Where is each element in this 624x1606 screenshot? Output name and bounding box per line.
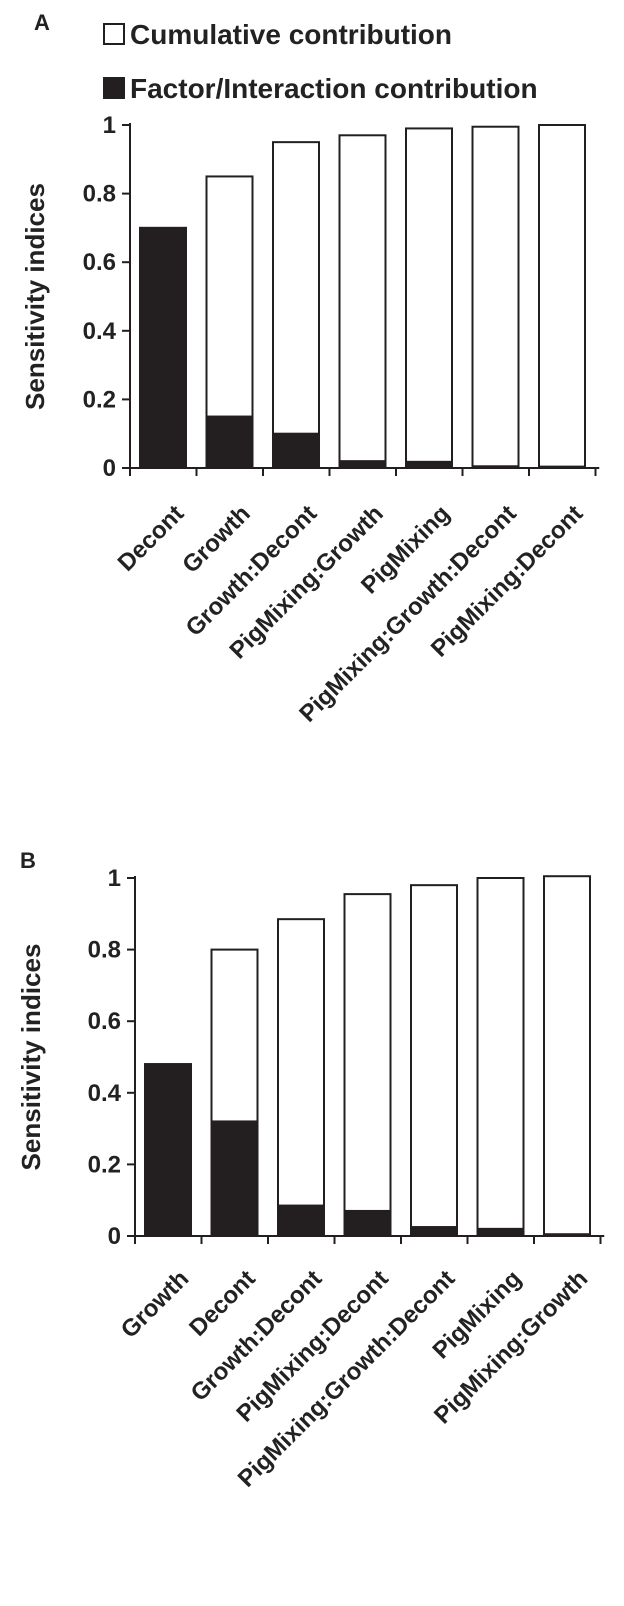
bar-factor bbox=[205, 415, 254, 469]
bar-factor bbox=[543, 1233, 591, 1237]
bar-cumulative bbox=[410, 884, 458, 1237]
panel-label-b: B bbox=[20, 848, 36, 873]
y-tick-label: 0.6 bbox=[88, 1008, 121, 1035]
bar-factor bbox=[343, 1209, 392, 1237]
y-axis-title: Sensitivity indices bbox=[16, 944, 46, 1171]
bar-cumulative bbox=[277, 918, 325, 1237]
bar-factor bbox=[139, 226, 187, 469]
bar-factor bbox=[476, 1227, 525, 1237]
bar-cumulative bbox=[476, 877, 525, 1237]
bar-factor bbox=[405, 460, 453, 469]
y-tick-label: 1 bbox=[103, 112, 116, 139]
bar-factor bbox=[471, 465, 520, 470]
bar-factor bbox=[277, 1204, 325, 1237]
bar-cumulative bbox=[338, 134, 387, 469]
y-tick-label: 0.4 bbox=[83, 318, 117, 345]
legend-swatch-factor bbox=[103, 77, 125, 99]
bar-factor bbox=[144, 1063, 192, 1238]
legend-label-factor: Factor/Interaction contribution bbox=[130, 73, 538, 104]
bar-factor bbox=[338, 460, 387, 470]
bar-cumulative bbox=[543, 875, 591, 1238]
bar-factor bbox=[410, 1226, 458, 1238]
y-tick-label: 0.6 bbox=[83, 249, 116, 276]
bar-cumulative bbox=[405, 127, 453, 469]
bar-cumulative bbox=[471, 125, 520, 469]
y-tick-label: 1 bbox=[108, 865, 121, 892]
y-tick-label: 0.2 bbox=[88, 1151, 121, 1178]
legend-swatch-cumulative bbox=[103, 23, 125, 45]
y-tick-label: 0.8 bbox=[83, 181, 116, 208]
bar-cumulative bbox=[538, 124, 586, 469]
y-tick-label: 0.4 bbox=[88, 1080, 122, 1107]
y-tick-label: 0.8 bbox=[88, 937, 121, 964]
bar-cumulative bbox=[272, 141, 320, 469]
x-category-label: Growth bbox=[116, 1265, 194, 1343]
legend-label-cumulative: Cumulative contribution bbox=[130, 19, 452, 50]
panel-label-a: A bbox=[34, 10, 50, 35]
y-tick-label: 0 bbox=[103, 455, 116, 482]
bar-factor bbox=[210, 1120, 259, 1237]
bar-factor bbox=[272, 432, 320, 470]
legend: Cumulative contribution Factor/Interacti… bbox=[103, 19, 538, 104]
x-category-label: Decont bbox=[113, 500, 190, 577]
bar-cumulative bbox=[343, 893, 392, 1237]
y-axis-title: Sensitivity indices bbox=[20, 183, 50, 410]
y-tick-label: 0 bbox=[108, 1223, 121, 1250]
y-tick-label: 0.2 bbox=[83, 386, 116, 413]
bar-factor bbox=[538, 465, 586, 469]
